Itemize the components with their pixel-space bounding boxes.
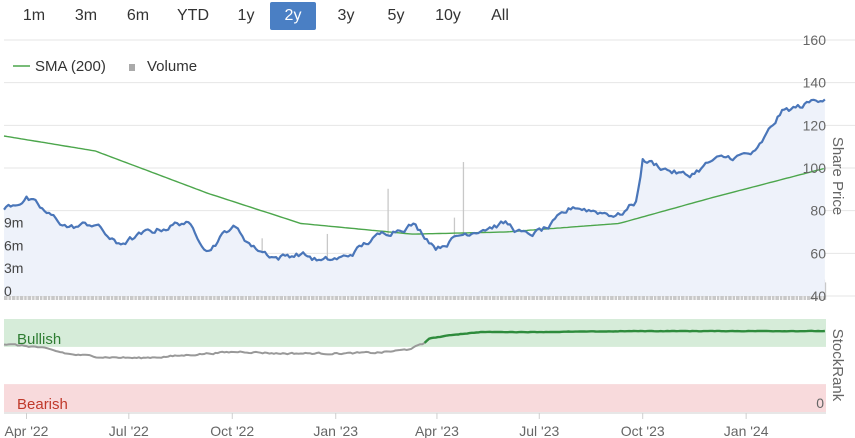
price-axis-title: Share Price bbox=[829, 137, 846, 215]
bullish-band bbox=[4, 319, 826, 347]
legend-volume-label[interactable]: Volume bbox=[147, 58, 197, 75]
stockrank-axis-title: StockRank bbox=[829, 329, 846, 402]
volume-bar bbox=[8, 293, 10, 300]
volume-bar bbox=[186, 293, 188, 300]
price-tick-label: 80 bbox=[810, 203, 826, 219]
volume-bar bbox=[287, 292, 289, 300]
price-tick-label: 140 bbox=[803, 75, 827, 91]
bearish-label: Bearish bbox=[17, 396, 68, 413]
x-tick-label: Jul '23 bbox=[519, 423, 559, 438]
range-button-2y[interactable]: 2y bbox=[270, 2, 316, 30]
volume-bar bbox=[693, 292, 695, 300]
price-tick-label: 40 bbox=[810, 288, 826, 304]
legend-volume-swatch bbox=[129, 64, 135, 71]
volume-tick-label: 0 bbox=[4, 283, 12, 299]
volume-bar bbox=[815, 292, 818, 300]
bearish-band bbox=[4, 384, 826, 412]
range-button-10y[interactable]: 10y bbox=[435, 7, 461, 24]
x-tick-label: Jul '22 bbox=[109, 423, 149, 438]
volume-bar bbox=[665, 292, 667, 300]
x-tick-label: Jan '24 bbox=[724, 423, 769, 438]
volume-bar bbox=[308, 292, 311, 300]
x-tick-label: Apr '23 bbox=[415, 423, 459, 438]
volume-bar bbox=[83, 293, 86, 300]
volume-bar bbox=[124, 294, 126, 300]
x-tick-label: Oct '23 bbox=[621, 423, 665, 438]
volume-bar bbox=[824, 282, 827, 300]
volume-bar bbox=[19, 294, 22, 300]
volume-bar bbox=[55, 292, 58, 300]
price-tick-label: 60 bbox=[810, 245, 826, 261]
price-tick-label: 120 bbox=[803, 117, 827, 133]
stockrank-line-recent bbox=[423, 329, 826, 344]
volume-bar bbox=[288, 292, 290, 300]
volume-bar bbox=[91, 295, 94, 300]
volume-bar bbox=[296, 294, 298, 300]
volume-bar bbox=[171, 294, 173, 300]
volume-bar bbox=[315, 292, 317, 300]
range-button-ytd[interactable]: YTD bbox=[177, 7, 209, 24]
price-area bbox=[4, 99, 825, 297]
price-tick-label: 160 bbox=[803, 32, 827, 48]
x-tick-label: Jan '23 bbox=[313, 423, 358, 438]
legend-sma-label[interactable]: SMA (200) bbox=[35, 58, 106, 75]
volume-bar bbox=[304, 293, 306, 300]
x-tick-label: Oct '22 bbox=[210, 423, 254, 438]
legend: SMA (200) Volume bbox=[13, 58, 197, 75]
volume-bar bbox=[244, 292, 246, 300]
volume-tick-label: 9m bbox=[4, 215, 23, 231]
volume-bar bbox=[533, 292, 535, 300]
volume-bar bbox=[82, 294, 85, 300]
range-button-3m[interactable]: 3m bbox=[74, 7, 98, 24]
share-price-line bbox=[3, 98, 826, 262]
stockrank-line-early bbox=[3, 342, 426, 360]
volume-bar bbox=[462, 162, 465, 300]
volume-bar bbox=[69, 295, 71, 300]
volume-bar bbox=[228, 293, 231, 300]
volume-bar bbox=[52, 295, 54, 300]
volume-bar bbox=[151, 292, 153, 300]
volume-tick-label: 3m bbox=[4, 260, 23, 276]
volume-bar bbox=[292, 293, 295, 300]
volume-bar bbox=[51, 293, 53, 300]
volume-bar bbox=[129, 293, 132, 300]
volume-bar bbox=[127, 293, 129, 300]
range-button-6m[interactable]: 6m bbox=[126, 7, 150, 24]
volume-bar bbox=[210, 293, 213, 300]
stockrank-tick-label: 0 bbox=[816, 395, 824, 411]
volume-bar bbox=[77, 292, 79, 300]
price-tick-label: 100 bbox=[803, 160, 827, 176]
volume-bar bbox=[492, 292, 494, 300]
range-button-3y[interactable]: 3y bbox=[337, 7, 355, 24]
x-tick-label: Apr '22 bbox=[5, 423, 49, 438]
volume-tick-label: 6m bbox=[4, 237, 23, 253]
volume-bar bbox=[106, 293, 108, 300]
volume-bar bbox=[153, 294, 155, 300]
bullish-label: Bullish bbox=[17, 331, 61, 348]
volume-bar bbox=[28, 293, 31, 300]
volume-bar bbox=[16, 292, 18, 300]
volume-bar bbox=[501, 292, 503, 300]
range-button-1m[interactable]: 1m bbox=[22, 7, 46, 24]
volume-bar bbox=[66, 292, 69, 300]
volume-bar bbox=[276, 293, 278, 300]
range-button-all[interactable]: All bbox=[491, 7, 509, 24]
range-button-5y[interactable]: 5y bbox=[387, 7, 405, 24]
sma-200-line bbox=[3, 135, 824, 235]
volume-bar bbox=[206, 292, 208, 300]
range-button-1y[interactable]: 1y bbox=[237, 7, 255, 24]
